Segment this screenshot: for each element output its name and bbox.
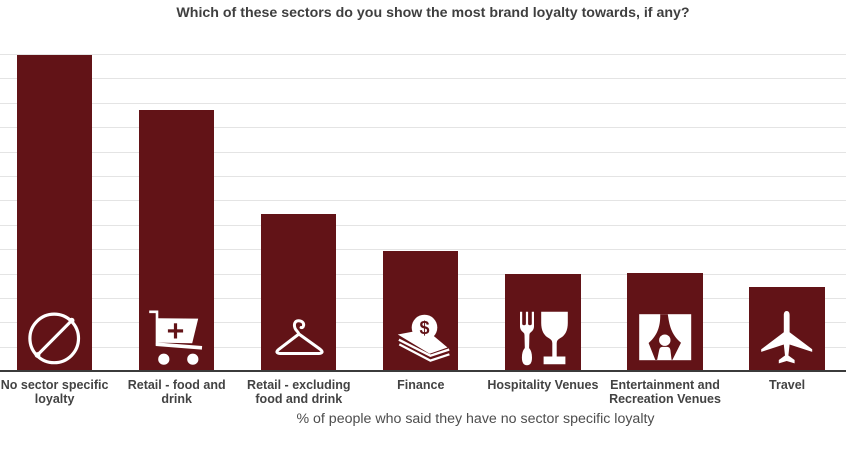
- svg-text:$: $: [419, 318, 429, 338]
